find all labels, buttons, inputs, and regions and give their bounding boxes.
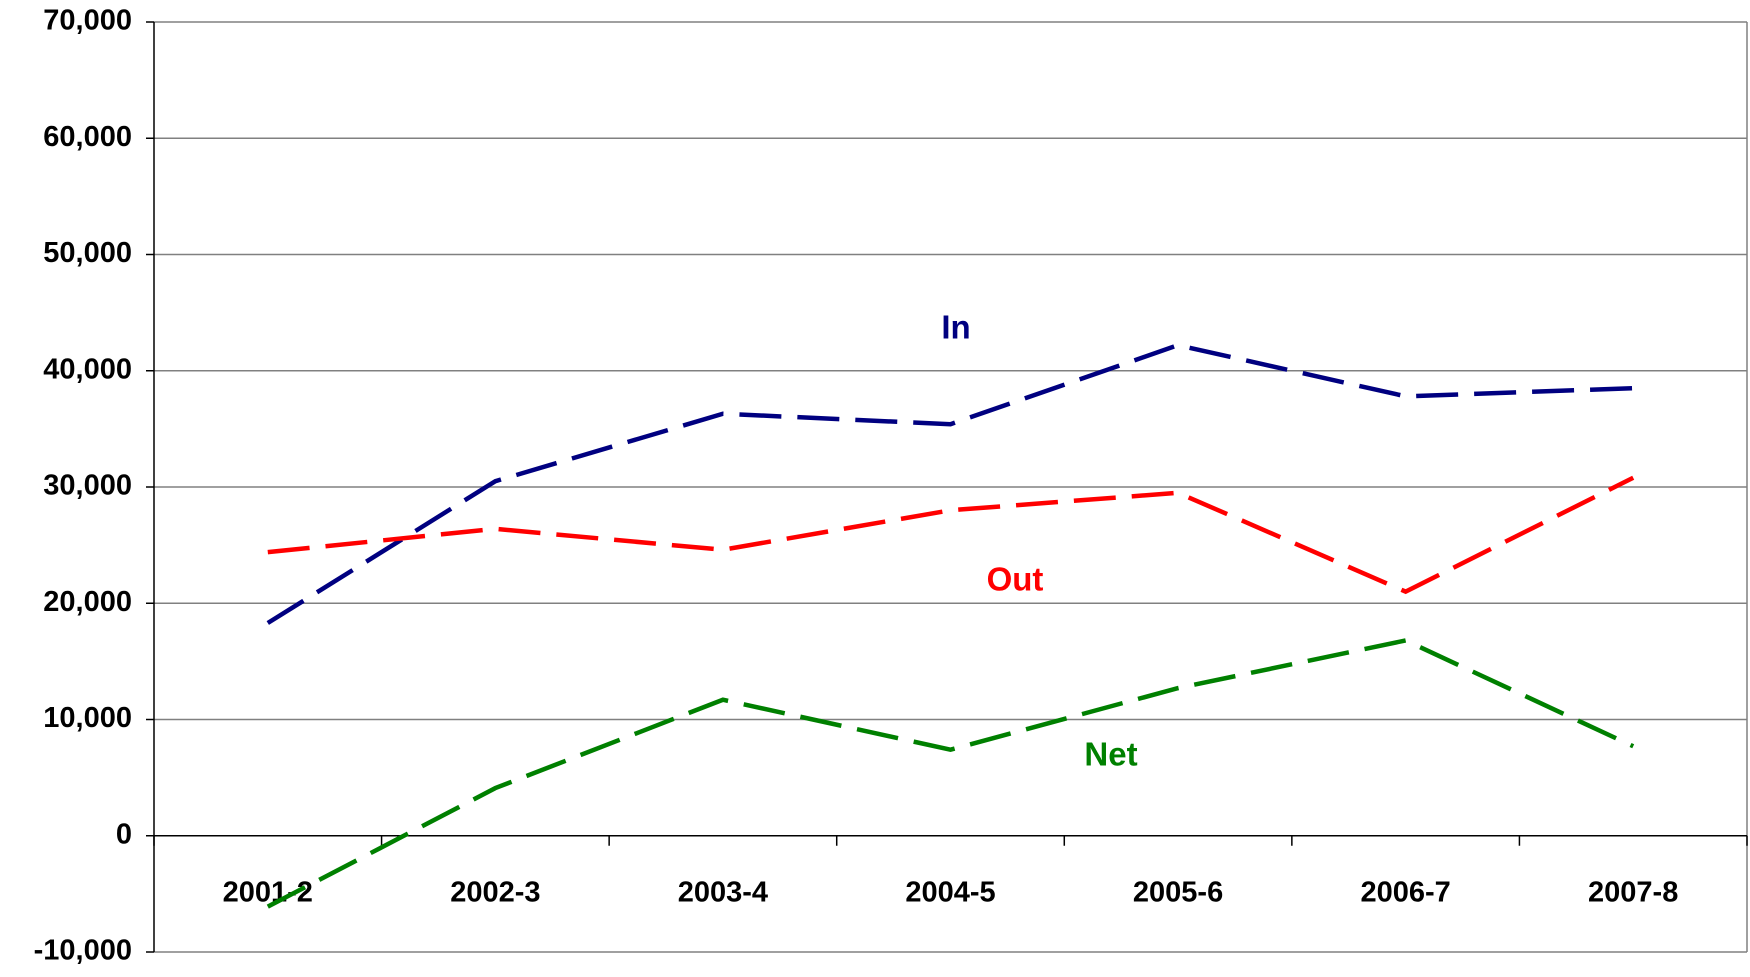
series-line — [266, 638, 1635, 909]
y-tick-label: 30,000 — [43, 470, 132, 502]
series-line — [267, 475, 1635, 595]
y-tick-label: 60,000 — [43, 121, 132, 153]
y-tick-label: 10,000 — [43, 702, 132, 734]
y-tick-label: -10,000 — [34, 935, 132, 967]
y-tick-label: 0 — [116, 818, 132, 850]
x-tick-label: 2007-8 — [1588, 876, 1678, 908]
series-line — [266, 342, 1634, 625]
x-tick-label: 2005-6 — [1133, 876, 1223, 908]
x-tick-label: 2003-4 — [678, 876, 768, 908]
series-label: Out — [987, 561, 1044, 598]
y-tick-label: 40,000 — [43, 353, 132, 385]
x-tick-label: 2002-3 — [450, 876, 540, 908]
x-tick-label: 2006-7 — [1360, 876, 1450, 908]
series-label: In — [941, 309, 970, 346]
y-tick-label: 70,000 — [43, 5, 132, 37]
series-label: Net — [1084, 736, 1137, 773]
y-tick-label: 50,000 — [43, 237, 132, 269]
y-tick-label: 20,000 — [43, 586, 132, 618]
x-tick-label: 2004-5 — [905, 876, 995, 908]
